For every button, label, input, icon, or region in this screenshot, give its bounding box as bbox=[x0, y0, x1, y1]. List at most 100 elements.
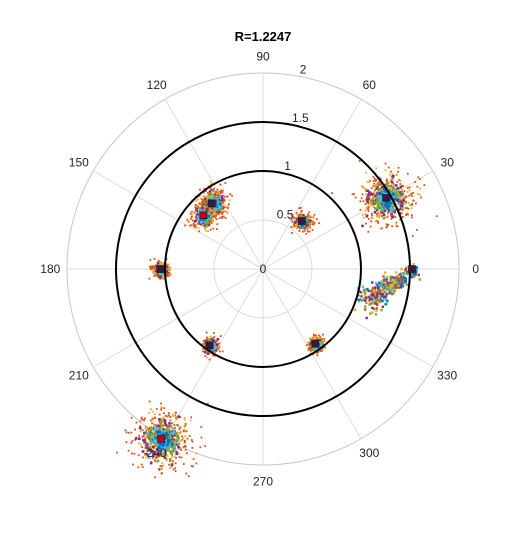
scatter-point bbox=[375, 307, 379, 310]
scatter-point bbox=[193, 225, 196, 228]
scatter-point bbox=[217, 193, 220, 196]
scatter-point bbox=[364, 187, 367, 190]
scatter-point bbox=[293, 217, 295, 219]
scatter-point bbox=[167, 267, 169, 270]
scatter-point bbox=[155, 457, 157, 460]
scatter-point bbox=[166, 455, 169, 457]
scatter-point bbox=[217, 213, 220, 216]
scatter-point bbox=[199, 218, 203, 221]
scatter-point bbox=[221, 189, 224, 192]
scatter-point bbox=[156, 459, 160, 463]
scatter-point bbox=[307, 230, 309, 233]
scatter-point bbox=[204, 343, 206, 346]
scatter-point bbox=[148, 449, 152, 452]
scatter-point bbox=[180, 449, 183, 451]
scatter-point bbox=[373, 288, 377, 291]
scatter-point bbox=[202, 191, 205, 194]
scatter-point bbox=[382, 213, 386, 217]
scatter-point bbox=[403, 282, 407, 285]
scatter-point bbox=[171, 439, 174, 443]
scatter-point bbox=[204, 445, 207, 448]
scatter-point bbox=[137, 466, 140, 469]
scatter-point bbox=[154, 268, 157, 270]
scatter-point bbox=[195, 208, 198, 211]
scatter-point bbox=[194, 226, 197, 229]
scatter-point bbox=[164, 267, 168, 271]
scatter-point bbox=[400, 193, 404, 197]
scatter-point bbox=[376, 192, 379, 196]
scatter-point bbox=[203, 188, 206, 190]
scatter-point bbox=[410, 207, 413, 210]
scatter-point bbox=[375, 215, 378, 218]
scatter-point bbox=[377, 188, 380, 192]
scatter-point bbox=[155, 428, 159, 431]
scatter-point bbox=[400, 200, 403, 204]
scatter-point bbox=[376, 182, 379, 185]
scatter-point bbox=[152, 265, 155, 268]
scatter-point bbox=[396, 202, 399, 205]
scatter-point bbox=[384, 202, 387, 205]
scatter-point bbox=[390, 175, 393, 178]
scatter-point bbox=[140, 416, 143, 419]
scatter-point bbox=[162, 444, 165, 448]
scatter-point bbox=[386, 225, 389, 228]
scatter-point bbox=[224, 182, 227, 184]
scatter-point bbox=[189, 419, 192, 422]
scatter-point bbox=[205, 230, 208, 232]
scatter-point bbox=[315, 353, 318, 356]
scatter-point bbox=[218, 191, 221, 193]
scatter-point bbox=[390, 180, 394, 184]
scatter-point bbox=[163, 421, 167, 424]
scatter-point bbox=[386, 216, 389, 218]
scatter-point bbox=[197, 204, 200, 207]
scatter-point bbox=[367, 193, 370, 197]
scatter-point bbox=[205, 200, 208, 202]
scatter-point bbox=[399, 191, 402, 194]
scatter-point bbox=[158, 469, 161, 471]
scatter-point bbox=[144, 453, 146, 455]
scatter-point bbox=[315, 218, 318, 220]
scatter-point bbox=[219, 205, 222, 209]
scatter-point bbox=[213, 332, 215, 334]
scatter-point bbox=[202, 224, 204, 227]
scatter-point bbox=[393, 205, 396, 207]
scatter-point bbox=[395, 286, 398, 289]
scatter-point bbox=[312, 223, 315, 226]
scatter-point bbox=[197, 222, 199, 225]
scatter-point bbox=[153, 446, 156, 449]
scatter-point bbox=[391, 283, 394, 286]
scatter-point bbox=[189, 212, 192, 215]
scatter-point bbox=[367, 289, 370, 293]
scatter-point bbox=[415, 202, 417, 205]
scatter-point bbox=[411, 214, 413, 217]
scatter-point bbox=[303, 229, 306, 232]
scatter-point bbox=[365, 214, 369, 218]
scatter-point bbox=[399, 275, 403, 278]
scatter-point bbox=[151, 450, 155, 453]
scatter-point bbox=[380, 194, 384, 198]
scatter-point bbox=[203, 199, 206, 202]
scatter-point bbox=[158, 261, 161, 264]
scatter-point bbox=[152, 457, 154, 459]
scatter-point bbox=[125, 431, 128, 434]
scatter-point bbox=[361, 193, 364, 196]
scatter-point bbox=[312, 220, 315, 223]
scatter-point bbox=[357, 298, 360, 301]
scatter-point bbox=[210, 338, 214, 341]
scatter-point bbox=[375, 167, 377, 170]
scatter-point bbox=[387, 214, 390, 217]
scatter-point bbox=[308, 219, 312, 222]
scatter-point bbox=[141, 418, 144, 421]
scatter-point bbox=[378, 282, 381, 285]
scatter-point bbox=[152, 417, 155, 420]
scatter-point bbox=[149, 438, 153, 442]
scatter-point bbox=[208, 195, 210, 198]
scatter-point bbox=[210, 209, 212, 212]
scatter-point bbox=[311, 223, 314, 226]
scatter-point bbox=[148, 430, 150, 433]
scatter-point bbox=[170, 445, 174, 449]
scatter-point bbox=[211, 337, 214, 339]
scatter-point bbox=[168, 272, 171, 274]
scatter-point bbox=[382, 279, 385, 283]
scatter-point bbox=[155, 433, 158, 436]
